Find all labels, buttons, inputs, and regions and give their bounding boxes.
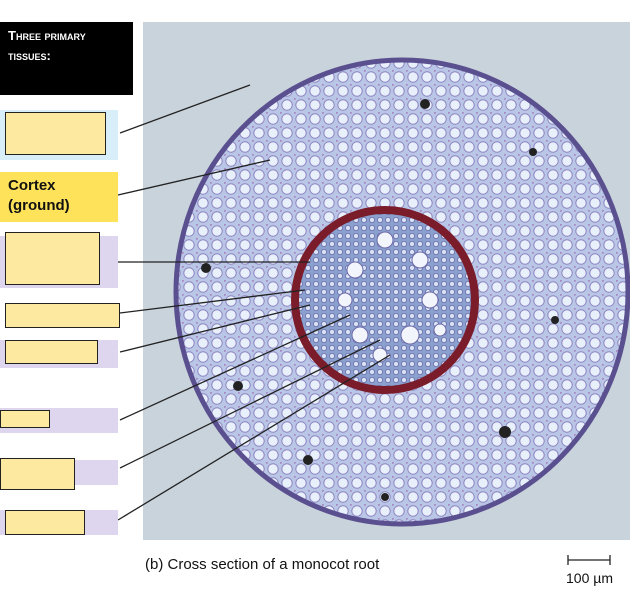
blank-label: [5, 510, 85, 535]
blank-label: [5, 340, 98, 364]
blank-label: [0, 410, 50, 428]
blank-label: [0, 458, 75, 490]
cortex-label: Cortex (ground): [0, 172, 118, 222]
tissue-header: Three primary tissues:: [0, 22, 133, 95]
scale-bar-label: 100 µm: [566, 570, 613, 586]
caption: (b) Cross section of a monocot root: [145, 556, 380, 573]
blank-label: [5, 232, 100, 285]
blank-label: [5, 112, 106, 155]
blank-label: [5, 303, 120, 328]
